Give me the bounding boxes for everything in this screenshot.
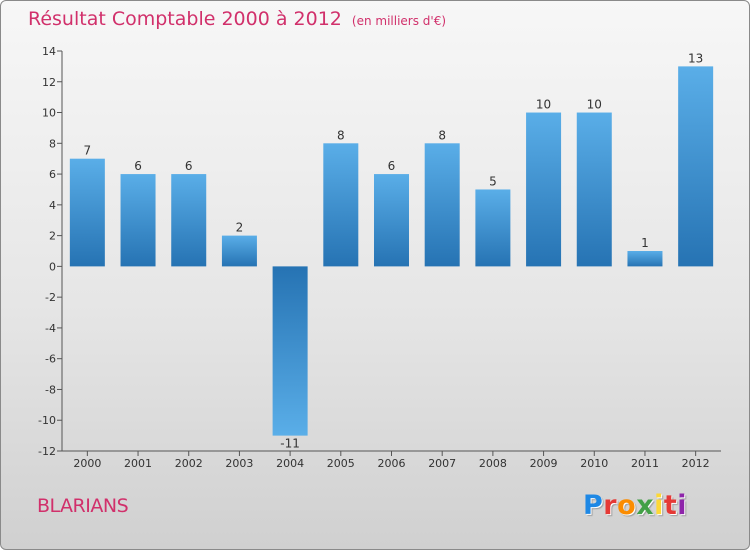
bar-2009 [526,112,562,267]
x-tick-label: 2011 [631,457,659,470]
x-tick-label: 2002 [175,457,203,470]
x-tick-label: 2000 [73,457,101,470]
y-tick-label: 4 [49,199,56,212]
title-text: Résultat Comptable 2000 à 2012 [28,8,342,30]
x-tick-label: 2008 [479,457,507,470]
y-tick-label: 10 [42,107,56,120]
logo-letter: x [636,490,655,521]
x-tick-label: 2007 [428,457,456,470]
value-label: 10 [536,98,551,112]
logo-letter: o [617,490,637,521]
x-tick-label: 2009 [530,457,558,470]
value-label: 8 [337,128,345,142]
value-label: 13 [688,51,703,65]
value-label: 5 [489,174,497,188]
y-tick-label: -4 [45,322,56,335]
x-tick-label: 2001 [124,457,152,470]
y-tick-label: 0 [49,260,56,273]
bars [69,66,714,436]
unit-label: (en milliers d'€) [351,14,447,28]
bar-2007 [424,143,460,267]
bar-2010 [576,112,612,267]
logo-letter: r [603,490,618,521]
y-tick-label: 14 [42,45,56,58]
value-label: 6 [134,159,142,173]
bar-2005 [323,143,359,267]
y-tick-label: -12 [38,445,56,458]
value-label: 6 [388,159,396,173]
bar-2003 [221,235,257,267]
x-tick-label: 2003 [225,457,253,470]
y-tick-label: -8 [45,383,56,396]
x-tick-label: 2005 [327,457,355,470]
x-tick-label: 2010 [580,457,608,470]
value-label: 10 [587,98,602,112]
value-label: 8 [438,128,446,142]
y-tick-label: -2 [45,291,56,304]
logo-letter: P [583,490,604,521]
bar-2011 [627,251,663,267]
logo-letter: t [663,490,678,521]
y-tick-label: 6 [49,168,56,181]
y-tick-label: -10 [38,414,56,427]
logo-letter: i [677,490,688,521]
bar-2006 [374,174,409,267]
place-name: BLARIANS [37,495,129,517]
y-tick-label: -6 [45,353,56,366]
logo-letter: i [654,490,664,521]
value-label: 1 [641,236,649,250]
bar-2001 [120,174,156,267]
x-tick-label: 2004 [276,457,304,470]
bar-2004 [272,266,308,436]
bar-2002 [171,174,207,267]
bar-2012 [678,66,714,267]
value-label: 7 [84,144,92,158]
labels: 7 6 6 2 -11 8 6 8 5 10 10 1 13 [84,51,704,450]
y-tick-label: 12 [42,76,56,89]
value-label: 6 [185,159,193,173]
value-label: -11 [280,437,300,451]
chart-title: Résultat Comptable 2000 à 2012 (en millie… [28,8,446,30]
value-label: 2 [236,221,244,235]
y-tick-label: 8 [49,137,56,150]
x-tick-label: 2006 [378,457,406,470]
proxiti-logo: Proxiti [583,490,687,521]
bar-2000 [69,158,105,267]
x-tick-label: 2012 [682,457,710,470]
y-tick-label: 2 [49,230,56,243]
bar-2008 [475,189,511,267]
